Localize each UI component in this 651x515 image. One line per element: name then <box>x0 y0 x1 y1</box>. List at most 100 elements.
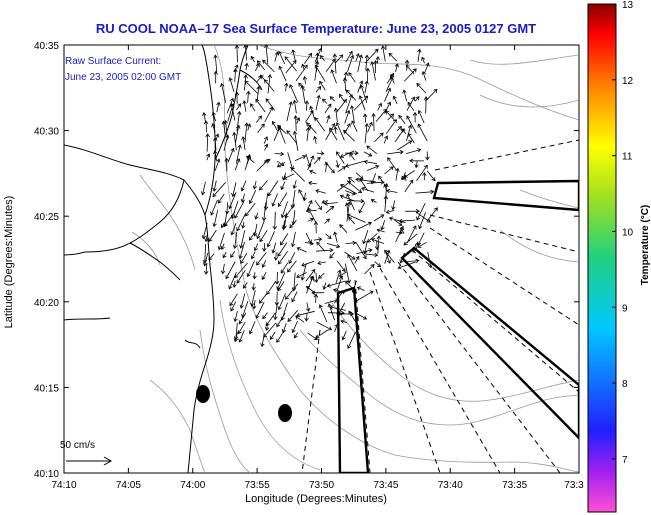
current-vector <box>306 200 313 212</box>
current-vector <box>277 242 288 257</box>
current-vector <box>230 301 237 312</box>
current-vector <box>349 152 356 161</box>
current-vector <box>223 134 230 151</box>
current-vector <box>305 232 312 244</box>
current-vector <box>256 85 261 101</box>
current-vector <box>326 243 341 249</box>
current-vector <box>236 110 242 132</box>
current-vector <box>316 321 333 331</box>
current-vector <box>366 145 378 155</box>
current-vector <box>203 252 209 267</box>
current-vector <box>314 200 322 211</box>
current-vector <box>304 241 315 246</box>
current-vector <box>212 180 217 192</box>
current-vector <box>325 233 332 239</box>
current-vector <box>311 290 325 295</box>
current-vector <box>313 293 319 303</box>
current-vector <box>314 272 319 284</box>
current-vector <box>229 102 236 121</box>
current-vector <box>220 243 225 250</box>
current-vector <box>240 180 247 192</box>
current-vector <box>291 320 298 334</box>
current-vector <box>325 205 335 214</box>
current-vector <box>255 115 262 123</box>
current-vector <box>405 258 420 264</box>
current-vector <box>278 65 287 82</box>
current-vector <box>291 291 298 303</box>
current-vector <box>264 45 269 64</box>
current-vector <box>367 121 373 133</box>
current-vector <box>222 251 227 259</box>
current-vector <box>394 128 405 143</box>
current-vector <box>418 212 426 230</box>
current-vector <box>355 177 376 183</box>
current-vector <box>206 153 211 161</box>
current-vector <box>315 329 329 339</box>
current-vector <box>257 123 265 133</box>
current-vector <box>361 186 375 193</box>
current-vector <box>416 164 428 182</box>
current-vector <box>285 60 297 74</box>
current-vector <box>340 319 348 324</box>
current-vector <box>330 69 337 84</box>
current-vector <box>277 126 286 144</box>
current-vector <box>403 174 408 182</box>
current-vector <box>415 189 435 195</box>
current-vector <box>250 251 256 260</box>
current-vector <box>246 260 255 278</box>
current-vector <box>417 109 425 124</box>
current-vector <box>259 293 268 304</box>
current-vector <box>212 210 219 228</box>
current-vector <box>384 101 391 114</box>
current-vector <box>267 73 272 94</box>
current-vector <box>201 181 206 196</box>
current-vector <box>213 54 218 73</box>
current-vector <box>403 68 417 82</box>
current-vector <box>239 230 246 249</box>
current-vector <box>421 56 426 64</box>
current-vector <box>355 172 364 180</box>
current-vector <box>219 82 227 103</box>
colorbar-tick-label: 7 <box>622 455 628 466</box>
current-vector <box>294 155 307 161</box>
current-vector <box>318 272 325 279</box>
current-vector <box>398 218 416 224</box>
current-vector <box>315 94 321 111</box>
current-vector <box>211 123 216 133</box>
current-vector <box>239 293 246 309</box>
x-tick-label: 73:35 <box>502 480 527 491</box>
current-vector <box>344 190 356 196</box>
current-vector <box>284 203 295 219</box>
current-vector <box>277 293 286 311</box>
current-vector <box>353 95 369 111</box>
current-vector <box>339 194 356 202</box>
current-vector <box>356 248 373 255</box>
current-vector <box>336 151 345 164</box>
colorbar-tick-label: 8 <box>622 379 628 390</box>
current-vector <box>269 331 276 341</box>
current-vector <box>370 199 377 203</box>
current-vector <box>405 209 420 214</box>
current-vector <box>329 96 335 102</box>
current-vector <box>213 70 218 84</box>
current-vector <box>273 302 278 321</box>
current-vector <box>364 54 370 71</box>
current-vector <box>248 321 256 335</box>
current-vector <box>348 216 355 225</box>
current-vector <box>358 202 366 214</box>
current-vector <box>387 157 397 171</box>
x-tick-label: 74:10 <box>51 480 76 491</box>
colorbar-tick-label: 13 <box>622 0 634 11</box>
x-tick-label: 74:05 <box>116 480 141 491</box>
current-vector <box>380 219 386 231</box>
current-vector <box>340 184 358 195</box>
current-vector <box>230 251 236 258</box>
current-vector <box>327 303 335 321</box>
x-tick-label: 74:00 <box>180 480 205 491</box>
current-vector <box>357 80 364 93</box>
current-vector <box>335 54 344 63</box>
current-vector <box>395 167 400 181</box>
current-vector <box>234 200 245 219</box>
current-vector <box>293 115 298 132</box>
current-vector <box>374 261 382 268</box>
